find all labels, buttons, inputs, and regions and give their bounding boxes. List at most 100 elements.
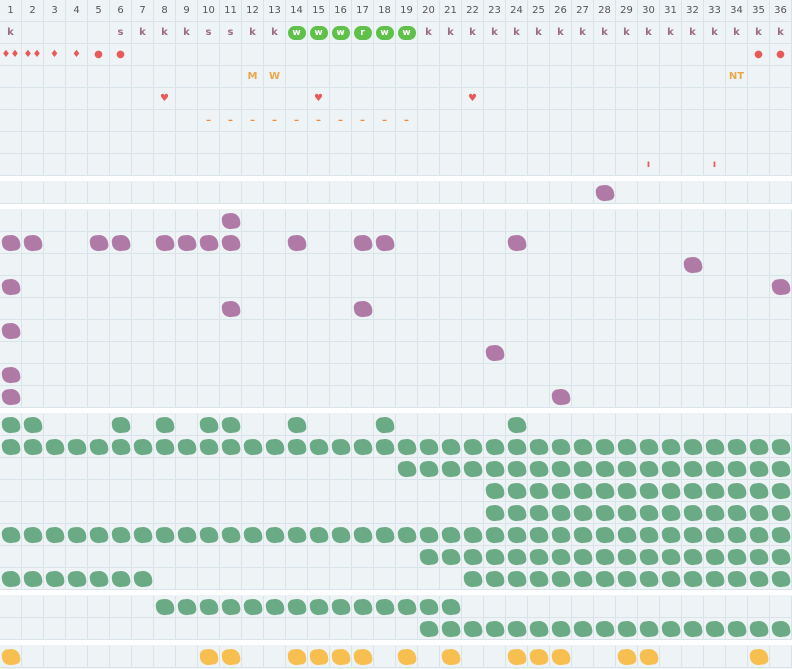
green-section-2-cell[interactable] (418, 596, 440, 618)
top-section-cell[interactable] (242, 88, 264, 110)
green-section-cell[interactable] (176, 502, 198, 524)
top-section-cell[interactable] (572, 110, 594, 132)
top-section-cell[interactable] (330, 44, 352, 66)
top-section-cell[interactable] (176, 110, 198, 132)
purple-section-cell[interactable] (22, 276, 44, 298)
purple-section-cell[interactable] (176, 276, 198, 298)
top-section-cell[interactable] (770, 88, 792, 110)
purple-section-cell[interactable] (418, 298, 440, 320)
green-section-cell[interactable] (154, 568, 176, 590)
green-section-cell[interactable] (286, 502, 308, 524)
green-section-cell[interactable] (198, 480, 220, 502)
green-section-2-cell[interactable] (198, 618, 220, 640)
purple-section-cell[interactable] (528, 342, 550, 364)
single-purple-section-cell[interactable] (154, 182, 176, 204)
top-section-cell[interactable] (484, 154, 506, 176)
purple-section-cell[interactable] (0, 342, 22, 364)
purple-section-cell[interactable] (374, 210, 396, 232)
purple-section-cell[interactable] (198, 386, 220, 408)
green-section-cell[interactable] (308, 502, 330, 524)
top-section-cell[interactable] (638, 66, 660, 88)
green-section-cell[interactable] (506, 436, 528, 458)
top-section-cell[interactable] (594, 44, 616, 66)
top-section-cell[interactable] (22, 88, 44, 110)
green-section-cell[interactable] (22, 480, 44, 502)
purple-section-cell[interactable] (242, 210, 264, 232)
green-section-cell[interactable] (528, 414, 550, 436)
top-section-cell[interactable]: – (242, 110, 264, 132)
purple-section-cell[interactable] (748, 320, 770, 342)
yellow-section-cell[interactable] (396, 646, 418, 668)
green-section-cell[interactable] (528, 524, 550, 546)
green-section-cell[interactable] (154, 524, 176, 546)
green-section-2-cell[interactable] (572, 618, 594, 640)
green-section-cell[interactable] (506, 458, 528, 480)
green-section-cell[interactable] (308, 546, 330, 568)
single-purple-section-cell[interactable] (572, 182, 594, 204)
green-section-cell[interactable] (330, 546, 352, 568)
green-section-2-cell[interactable] (0, 596, 22, 618)
green-section-cell[interactable] (198, 524, 220, 546)
purple-section-cell[interactable] (462, 364, 484, 386)
top-section-cell[interactable] (330, 132, 352, 154)
green-section-cell[interactable] (22, 546, 44, 568)
green-section-2-cell[interactable] (330, 618, 352, 640)
purple-section-cell[interactable] (308, 210, 330, 232)
top-section-cell[interactable]: – (374, 110, 396, 132)
top-section-cell[interactable] (396, 88, 418, 110)
top-section-cell[interactable] (176, 154, 198, 176)
top-section-cell[interactable] (594, 88, 616, 110)
green-section-cell[interactable] (572, 524, 594, 546)
purple-section-cell[interactable] (198, 298, 220, 320)
top-section-cell[interactable] (506, 110, 528, 132)
green-section-cell[interactable] (594, 436, 616, 458)
green-section-cell[interactable] (682, 480, 704, 502)
purple-section-cell[interactable] (88, 276, 110, 298)
top-section-cell[interactable] (44, 154, 66, 176)
top-section-cell[interactable] (88, 88, 110, 110)
purple-section-cell[interactable] (198, 342, 220, 364)
purple-section-cell[interactable] (594, 210, 616, 232)
purple-section-cell[interactable] (594, 386, 616, 408)
green-section-cell[interactable] (528, 480, 550, 502)
green-section-cell[interactable] (572, 458, 594, 480)
purple-section-cell[interactable] (704, 298, 726, 320)
green-section-2-cell[interactable] (44, 596, 66, 618)
top-section-cell[interactable]: k (0, 22, 22, 44)
green-section-cell[interactable] (726, 546, 748, 568)
purple-section-cell[interactable] (616, 298, 638, 320)
green-section-cell[interactable] (726, 502, 748, 524)
green-section-cell[interactable] (88, 524, 110, 546)
green-section-cell[interactable] (528, 436, 550, 458)
green-section-cell[interactable] (440, 524, 462, 546)
purple-section-cell[interactable] (330, 254, 352, 276)
purple-section-cell[interactable] (154, 210, 176, 232)
green-section-cell[interactable] (88, 414, 110, 436)
single-purple-section-cell[interactable] (682, 182, 704, 204)
green-section-2-cell[interactable] (748, 618, 770, 640)
green-section-cell[interactable] (682, 502, 704, 524)
purple-section-cell[interactable] (264, 342, 286, 364)
purple-section-cell[interactable] (528, 364, 550, 386)
top-section-cell[interactable] (572, 132, 594, 154)
green-section-cell[interactable] (396, 502, 418, 524)
green-section-cell[interactable] (484, 524, 506, 546)
yellow-section-cell[interactable] (264, 646, 286, 668)
green-section-cell[interactable] (484, 414, 506, 436)
green-section-cell[interactable] (286, 436, 308, 458)
green-section-cell[interactable] (286, 546, 308, 568)
green-section-cell[interactable] (660, 524, 682, 546)
purple-section-cell[interactable] (44, 386, 66, 408)
purple-section-cell[interactable] (682, 386, 704, 408)
green-section-cell[interactable] (748, 546, 770, 568)
top-section-cell[interactable] (418, 132, 440, 154)
green-section-2-cell[interactable] (352, 596, 374, 618)
purple-section-cell[interactable] (726, 386, 748, 408)
green-section-2-cell[interactable] (220, 618, 242, 640)
purple-section-cell[interactable] (440, 276, 462, 298)
purple-section-cell[interactable] (22, 298, 44, 320)
top-section-cell[interactable]: k (132, 22, 154, 44)
green-section-cell[interactable] (594, 480, 616, 502)
purple-section-cell[interactable] (352, 342, 374, 364)
top-section-cell[interactable] (594, 66, 616, 88)
